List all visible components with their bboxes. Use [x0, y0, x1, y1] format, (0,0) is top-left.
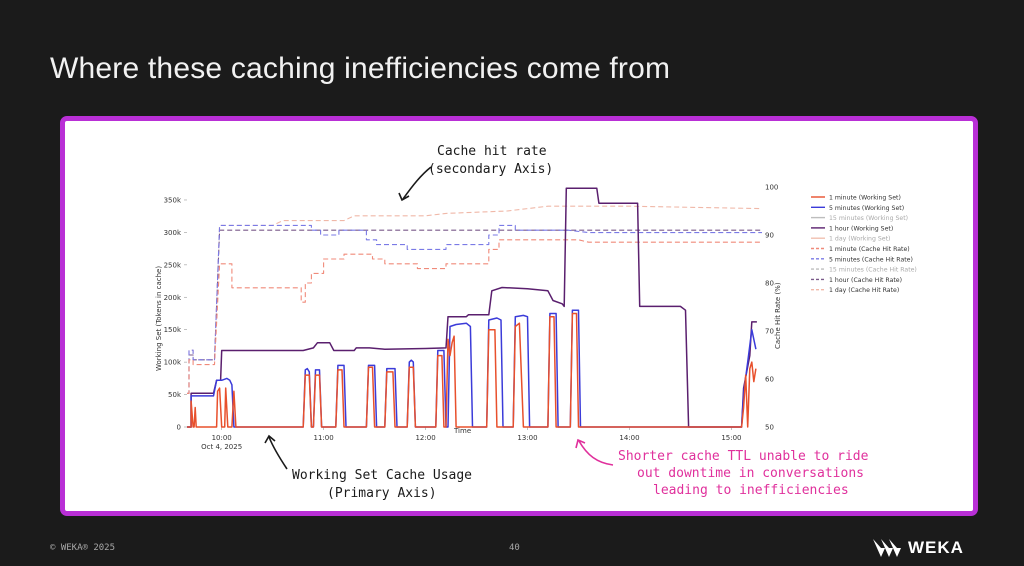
annotation-working-set-line2: (Primary Axis)	[327, 486, 437, 501]
y-axis-label: Working Set (Tokens in cache)	[155, 266, 163, 371]
x-tick-sublabel: Oct 4, 2025	[201, 443, 242, 451]
footer-copyright: © WEKA® 2025	[50, 543, 116, 553]
series-line-1-minute-cache-hit-rate	[187, 239, 762, 394]
x-tick-label: 11:00	[314, 434, 334, 442]
y2-tick-label: 90	[765, 232, 774, 240]
legend-item-label: 15 minutes (Working Set)	[829, 215, 908, 222]
legend-item-label: 1 day (Cache Hit Rate)	[829, 287, 899, 294]
y2-axis-label: Cache Hit Rate (%)	[774, 282, 782, 349]
y2-axis: 50 60 70 80 90 100	[765, 184, 778, 432]
legend-item-label: 1 minute (Cache Hit Rate)	[829, 246, 910, 253]
y2-tick-label: 80	[765, 280, 774, 288]
annotation-cache-hit-rate: Cache hit rate (secondary Axis)	[398, 144, 553, 202]
annotation-working-set: Working Set Cache Usage (Primary Axis)	[264, 434, 472, 501]
legend-item-label: 1 hour (Cache Hit Rate)	[829, 277, 902, 284]
x-tick-label: 14:00	[619, 434, 639, 442]
series-layer	[187, 187, 763, 428]
annotation-cache-hit-rate-line2: (secondary Axis)	[428, 162, 553, 177]
y2-tick-label: 70	[765, 328, 774, 336]
chart-card: 0 50k 100k 150k 200k 250k 300k 350k 50 60 70 80 90 1…	[60, 116, 978, 516]
x-axis-label: Time	[453, 427, 471, 435]
y2-tick-label: 100	[765, 184, 778, 192]
annotation-ttl-line3: leading to inefficiencies	[653, 483, 849, 498]
annotation-arrow-cache	[402, 166, 432, 200]
legend: 1 minute (Working Set) 5 minutes (Working…	[811, 195, 917, 294]
series-line-1-hour-cache-hit-rate	[187, 229, 762, 394]
weka-logo: WEKA	[872, 537, 964, 559]
series-line-5-minutes-working-set	[187, 309, 757, 428]
series-line-1-hour-working-set	[187, 187, 757, 428]
legend-item-label: 5 minutes (Cache Hit Rate)	[829, 256, 913, 263]
y-tick-label: 200k	[164, 294, 182, 302]
annotation-shorter-ttl: Shorter cache TTL unable to ride out dow…	[575, 438, 869, 498]
slide-title: Where these caching inefficiencies come …	[50, 52, 671, 85]
annotation-cache-hit-rate-line1: Cache hit rate	[437, 144, 547, 159]
annotation-ttl-line2: out downtime in conversations	[637, 466, 864, 481]
x-tick-label: 13:00	[517, 434, 537, 442]
x-tick-label: 10:00	[212, 434, 232, 442]
y-tick-label: 50k	[168, 391, 182, 399]
series-line-1-day-cache-hit-rate	[187, 205, 763, 394]
annotation-arrowhead-cache	[398, 192, 410, 202]
y-tick-label: 100k	[164, 359, 182, 367]
series-line-1-minute-working-set	[187, 312, 757, 428]
y-tick-label: 250k	[164, 261, 182, 269]
weka-logo-icon	[873, 539, 901, 557]
annotation-ttl-line1: Shorter cache TTL unable to ride	[618, 449, 869, 464]
legend-item-label: 1 minute (Working Set)	[829, 195, 901, 202]
y-axis: 0 50k 100k 150k 200k 250k 300k 350k	[164, 196, 187, 432]
x-tick-label: 12:00	[415, 434, 435, 442]
series-line-5-minutes-cache-hit-rate	[187, 224, 762, 394]
annotation-working-set-line1: Working Set Cache Usage	[292, 468, 472, 483]
y2-tick-label: 60	[765, 376, 774, 384]
chart: 0 50k 100k 150k 200k 250k 300k 350k 50 60 70 80 90 1…	[155, 144, 917, 501]
legend-item-label: 1 day (Working Set)	[829, 236, 890, 243]
annotation-arrowhead-ttl	[575, 438, 586, 449]
y2-tick-label: 50	[765, 424, 774, 432]
y-tick-label: 0	[177, 424, 181, 432]
legend-item-label: 1 hour (Working Set)	[829, 225, 893, 232]
page-number: 40	[509, 543, 520, 553]
x-tick-label: 15:00	[721, 434, 741, 442]
y-tick-label: 350k	[164, 196, 182, 204]
annotation-arrow-ttl	[578, 440, 614, 466]
annotation-arrowhead-working	[264, 434, 276, 444]
y-tick-label: 150k	[164, 326, 182, 334]
weka-logo-text: WEKA	[908, 538, 964, 557]
legend-item-label: 15 minutes (Cache Hit Rate)	[829, 267, 917, 274]
annotation-arrow-working	[268, 436, 288, 470]
y-tick-label: 300k	[164, 229, 182, 237]
legend-item-label: 5 minutes (Working Set)	[829, 205, 904, 212]
